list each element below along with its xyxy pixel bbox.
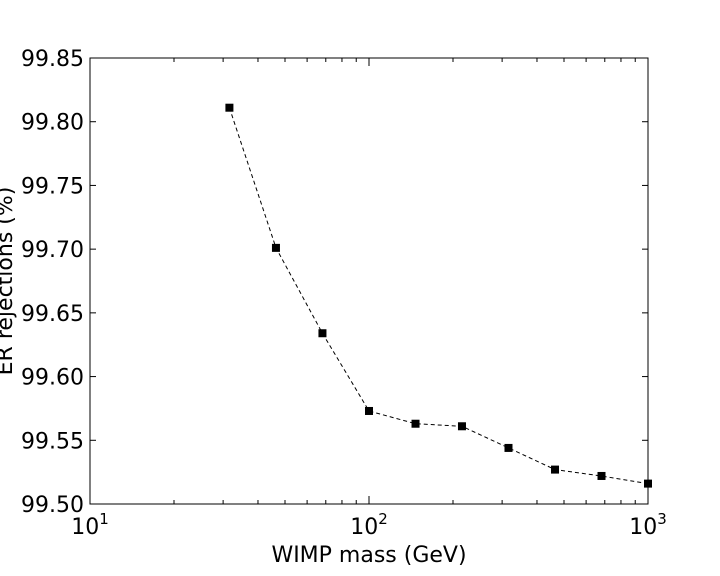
- y-tick-label: 99.85: [21, 47, 84, 72]
- y-tick-label: 99.50: [21, 493, 84, 518]
- y-tick-label: 99.80: [21, 111, 84, 136]
- data-point: [644, 479, 652, 488]
- data-point: [597, 471, 606, 480]
- x-axis-ticks: 101 102 103: [71, 58, 667, 540]
- data-point: [551, 465, 560, 474]
- series-line: [228, 107, 649, 485]
- y-axis-ticks: 99.50 99.55 99.60 99.65 99.70 99.75 99.80 99.85: [21, 47, 648, 518]
- data-point: [457, 422, 466, 431]
- y-tick-label: 99.75: [21, 174, 84, 199]
- y-tick-label: 99.55: [21, 429, 84, 454]
- x-tick-label: 102: [350, 510, 388, 540]
- plot-frame: [89, 57, 649, 505]
- data-point: [271, 243, 280, 252]
- data-point: [504, 443, 513, 452]
- x-tick-label: 101: [71, 510, 109, 540]
- x-axis-label: WIMP mass (GeV): [271, 543, 466, 568]
- data-point: [318, 329, 327, 338]
- data-point: [365, 406, 373, 415]
- data-point: [225, 103, 234, 112]
- y-axis-label: ER rejections (%): [0, 187, 18, 376]
- x-tick-label: 103: [629, 510, 667, 540]
- y-tick-label: 99.60: [21, 366, 84, 391]
- series-er-rejection: [225, 103, 652, 488]
- y-tick-label: 99.65: [21, 302, 84, 327]
- y-tick-label: 99.70: [21, 238, 84, 263]
- data-point: [411, 419, 420, 428]
